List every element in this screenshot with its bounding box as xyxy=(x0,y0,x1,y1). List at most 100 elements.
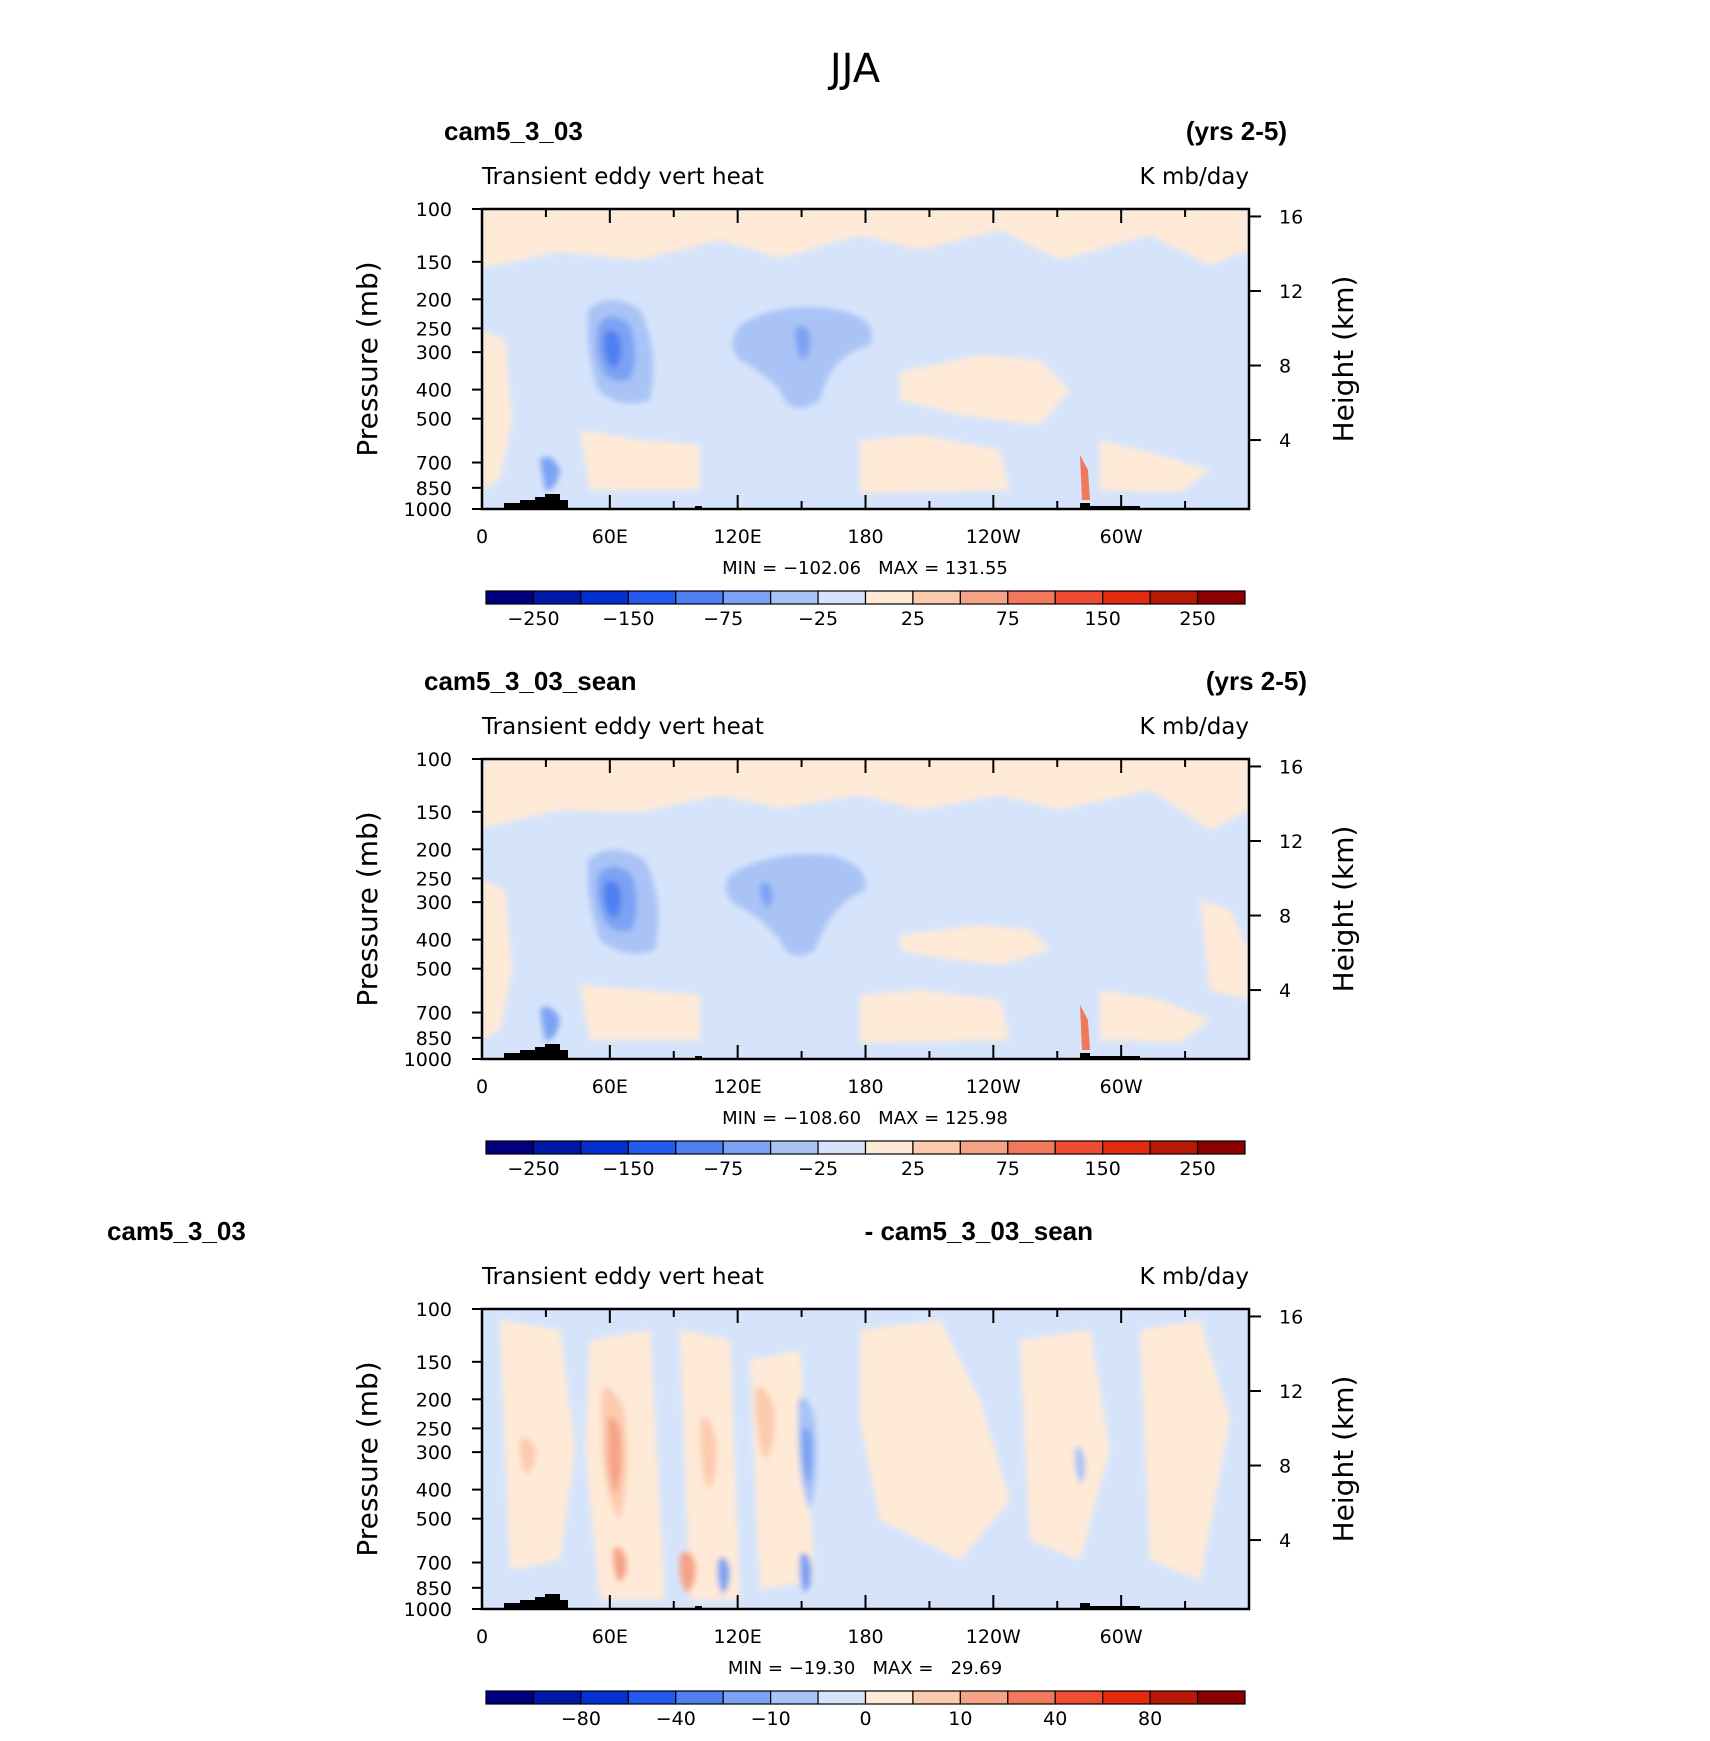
colorbar-box xyxy=(1054,590,1104,605)
colorbar-box xyxy=(722,1140,772,1155)
colorbar-box xyxy=(1054,1690,1104,1705)
panel-2-y2label: Height (km) xyxy=(1327,826,1360,993)
panel-1-west-positive-column xyxy=(482,330,512,490)
colorbar-box xyxy=(817,1140,867,1155)
y-tick-label: 700 xyxy=(416,1553,452,1575)
colorbar-label: −25 xyxy=(798,608,838,630)
colorbar-box xyxy=(627,590,677,605)
colorbar-label: 25 xyxy=(901,1158,925,1180)
y2-tick-label: 12 xyxy=(1279,831,1303,853)
colorbar-box xyxy=(912,590,961,605)
panel-1-pacific-negative-core xyxy=(795,326,811,360)
y-tick-label: 850 xyxy=(416,1578,452,1600)
colorbar-box xyxy=(580,1140,629,1155)
y-tick-label: 400 xyxy=(416,930,452,952)
panel-1-topography-mask xyxy=(504,494,1140,509)
panel-2-ylabel: Pressure (mb) xyxy=(351,811,384,1006)
panel-2-pacific-positive-mid xyxy=(900,925,1050,965)
panel-1-ylabel: Pressure (mb) xyxy=(351,261,384,456)
x-tick-label: 60W xyxy=(1100,526,1143,548)
panel-1-asia-positive-lower xyxy=(580,430,700,490)
y2-tick-label: 8 xyxy=(1279,906,1291,928)
colorbar-box xyxy=(675,1690,724,1705)
panel-1-case-label: cam5_3_03 xyxy=(444,116,583,146)
y-tick-label: 150 xyxy=(416,252,452,274)
y-tick-label: 100 xyxy=(416,199,452,221)
colorbar-box xyxy=(770,590,819,605)
panel-3-contour-fill xyxy=(500,1320,1230,1600)
colorbar-box xyxy=(770,1690,819,1705)
colorbar-box xyxy=(1007,590,1056,605)
x-tick-label: 0 xyxy=(476,1076,488,1098)
panel-1-upper-positive-band xyxy=(482,209,1249,268)
x-tick-label: 0 xyxy=(476,526,488,548)
colorbar-label: 250 xyxy=(1179,608,1215,630)
panel-1-contour-fill xyxy=(482,209,1249,493)
panel-2-atlantic-positive xyxy=(1100,990,1210,1042)
colorbar-box xyxy=(864,1140,914,1155)
panel-1-years-label: (yrs 2-5) xyxy=(1186,116,1287,146)
x-tick-label: 120E xyxy=(714,1076,762,1098)
colorbar-box xyxy=(532,1140,582,1155)
panel-3-colorbar: −80 −40 −10 0 10 40 80 xyxy=(485,1690,1246,1730)
panel-3-positive-band-g xyxy=(1140,1320,1230,1580)
y-tick-label: 400 xyxy=(416,1480,452,1502)
x-tick-label: 60E xyxy=(592,1076,628,1098)
y-tick-label: 850 xyxy=(416,478,452,500)
colorbar-box xyxy=(817,1690,867,1705)
panel-3-positive-band-a xyxy=(500,1320,575,1570)
colorbar-label: 75 xyxy=(996,1158,1020,1180)
panel-2-plot-area xyxy=(482,759,1249,1059)
panel-2-west-positive-column xyxy=(482,880,512,1040)
panel-3-positive-anomaly-2 xyxy=(608,1417,622,1495)
y-tick-label: 250 xyxy=(416,868,452,890)
colorbar-label: −25 xyxy=(798,1158,838,1180)
colorbar-box xyxy=(1102,590,1151,605)
x-tick-label: 0 xyxy=(476,1626,488,1648)
panel-2-field-title: Transient eddy vert heat xyxy=(481,714,764,740)
panel-3: cam5_3_03 - cam5_3_03_sean Transient edd… xyxy=(107,1216,1360,1730)
colorbar-label: 150 xyxy=(1085,1158,1121,1180)
panel-3-negative-anomaly-2 xyxy=(802,1427,813,1485)
colorbar-label: 40 xyxy=(1043,1708,1067,1730)
panel-3-min-max: MIN = −19.30 MAX = 29.69 xyxy=(728,1658,1002,1679)
colorbar-label: 80 xyxy=(1138,1708,1162,1730)
y2-tick-label: 4 xyxy=(1279,980,1291,1002)
colorbar-box xyxy=(485,1140,535,1155)
panel-1-field-title: Transient eddy vert heat xyxy=(481,164,764,190)
x-tick-label: 120W xyxy=(966,1076,1021,1098)
colorbar-label: 75 xyxy=(996,608,1020,630)
panel-1-asia-negative-core xyxy=(604,330,622,368)
colorbar-label: −150 xyxy=(602,1158,654,1180)
panel-1-atlantic-positive xyxy=(1100,440,1210,492)
x-tick-label: 180 xyxy=(847,1626,883,1648)
y-tick-label: 250 xyxy=(416,1418,452,1440)
panel-3-negative-anomaly-3 xyxy=(717,1557,730,1594)
colorbar-box xyxy=(675,1140,724,1155)
panel-1-surface-negative xyxy=(540,456,560,491)
panel-3-positive-anomaly-4 xyxy=(700,1417,717,1490)
y2-tick-label: 8 xyxy=(1279,1456,1291,1478)
panel-1: cam5_3_03 (yrs 2-5) Transient eddy vert … xyxy=(351,116,1360,630)
y-tick-label: 850 xyxy=(416,1028,452,1050)
panel-2-contour-fill xyxy=(482,759,1249,1043)
panel-2-asia-positive-lower xyxy=(580,985,700,1040)
y-tick-label: 1000 xyxy=(404,499,452,521)
y-tick-label: 500 xyxy=(416,1509,452,1531)
y-tick-label: 1000 xyxy=(404,1049,452,1071)
colorbar-label: −75 xyxy=(703,608,743,630)
panel-2-case-label: cam5_3_03_sean xyxy=(424,666,637,696)
y-tick-label: 300 xyxy=(416,1442,452,1464)
panel-3-topography-mask xyxy=(504,1594,1140,1609)
panel-3-case-label: cam5_3_03 xyxy=(107,1216,246,1246)
colorbar-box xyxy=(864,590,914,605)
colorbar-label: 150 xyxy=(1085,608,1121,630)
colorbar-box xyxy=(912,1690,961,1705)
panel-2-asia-negative-core xyxy=(604,880,622,918)
colorbar-box xyxy=(485,1690,535,1705)
panel-3-positive-anomaly-3 xyxy=(612,1546,628,1582)
panel-3-field-title: Transient eddy vert heat xyxy=(481,1264,764,1290)
colorbar-box xyxy=(1149,1690,1199,1705)
